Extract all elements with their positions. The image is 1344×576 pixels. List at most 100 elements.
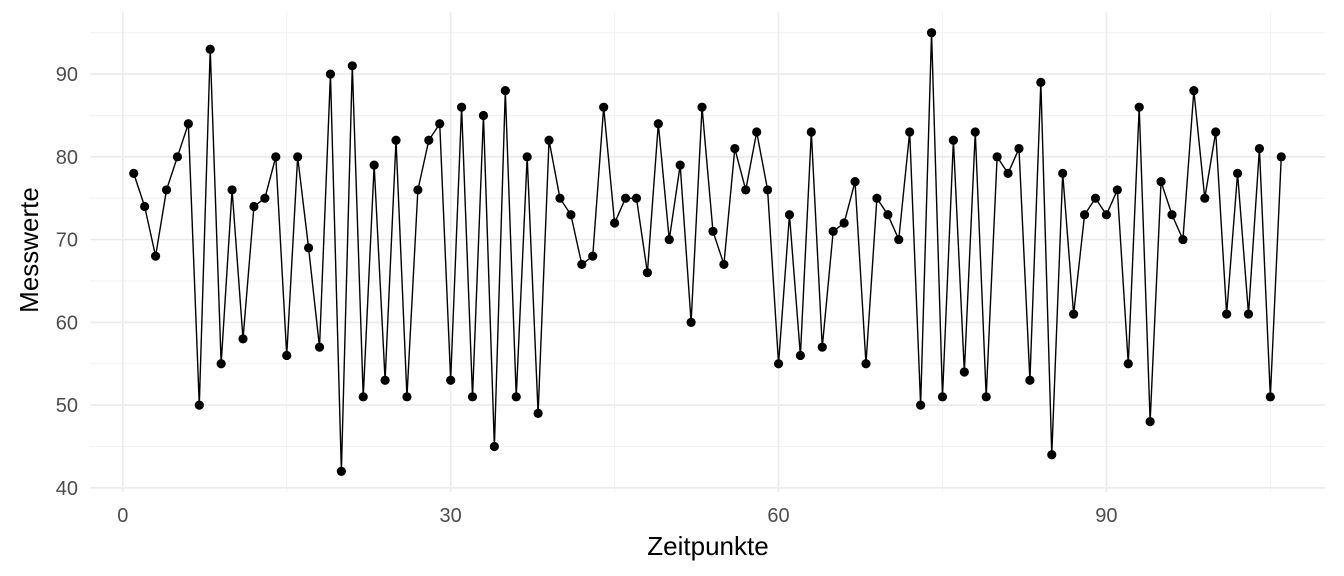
data-point (249, 201, 259, 212)
data-point (981, 392, 991, 402)
data-point (992, 152, 1002, 162)
data-point (642, 268, 652, 278)
data-point (577, 259, 587, 270)
data-point (620, 193, 631, 203)
data-point (850, 177, 860, 187)
data-point (631, 193, 642, 203)
y-tick-label: 50 (56, 395, 78, 417)
data-point (1189, 86, 1199, 96)
y-tick-label: 90 (56, 64, 78, 86)
data-point (937, 392, 948, 402)
data-point (1123, 359, 1133, 369)
y-axis-title: Messwerte (14, 187, 44, 313)
data-point (905, 127, 915, 137)
data-point (970, 127, 980, 137)
data-point (413, 185, 423, 195)
data-point (697, 102, 707, 112)
data-point (883, 210, 893, 220)
data-point (1222, 309, 1232, 319)
data-point (1003, 168, 1013, 178)
data-point (140, 201, 150, 212)
data-point (161, 185, 172, 195)
data-point (1047, 450, 1057, 460)
data-point (424, 135, 434, 145)
data-point (325, 69, 336, 79)
data-point (555, 193, 565, 203)
data-point (1200, 193, 1210, 203)
x-tick-label: 0 (117, 505, 128, 527)
data-point (172, 152, 183, 162)
data-point (784, 210, 795, 220)
data-point (1112, 185, 1122, 195)
data-point (238, 334, 248, 344)
x-axis-title: Zeitpunkte (647, 531, 768, 561)
data-point (1090, 193, 1101, 203)
data-point (926, 28, 937, 38)
data-point (1025, 375, 1035, 385)
data-point (1145, 417, 1155, 427)
data-point (1265, 392, 1275, 402)
grid (90, 12, 1325, 492)
data-point (183, 119, 193, 129)
data-point (150, 251, 161, 261)
data-point (1156, 177, 1166, 187)
data-point (752, 127, 762, 137)
y-tick-label: 70 (56, 230, 78, 252)
series-layer (129, 28, 1286, 476)
data-point (588, 251, 598, 261)
x-tick-label: 90 (1095, 505, 1117, 527)
data-point (282, 350, 292, 361)
data-point (653, 119, 663, 129)
tick-labels: 40 50 60 70 80 90 0 30 60 90 (56, 64, 1118, 527)
data-point (675, 160, 685, 170)
data-point (1254, 143, 1265, 154)
data-point (730, 143, 740, 154)
data-point (599, 102, 609, 112)
y-tick-label: 40 (56, 478, 78, 500)
data-point (478, 110, 489, 121)
data-point (686, 317, 696, 327)
data-point (194, 400, 204, 410)
data-point (1243, 309, 1254, 319)
data-point (358, 392, 368, 402)
data-point (664, 234, 674, 245)
data-point (489, 441, 499, 452)
data-point (391, 135, 401, 145)
data-point (1014, 143, 1024, 154)
data-point (861, 359, 871, 369)
data-point (806, 127, 816, 137)
data-point (402, 392, 412, 402)
data-point (511, 392, 521, 402)
series-line (133, 32, 1282, 472)
data-point (456, 102, 467, 112)
data-point (435, 119, 445, 129)
data-point (1079, 210, 1090, 220)
data-point (369, 160, 379, 170)
data-point (129, 168, 139, 178)
data-point (260, 193, 270, 203)
x-tick-label: 60 (767, 505, 789, 527)
data-point (533, 408, 543, 418)
data-point (566, 210, 576, 220)
data-point (1036, 77, 1046, 87)
data-point (894, 234, 904, 245)
data-point (839, 218, 849, 228)
data-point (708, 226, 718, 236)
data-point (773, 359, 784, 369)
data-point (522, 152, 532, 162)
data-point (719, 259, 729, 270)
data-point (763, 185, 773, 195)
data-point (205, 44, 215, 54)
data-point (948, 135, 959, 145)
data-point (610, 218, 620, 228)
data-point (795, 350, 805, 361)
data-point (1167, 210, 1177, 220)
data-point (446, 375, 456, 385)
data-point (1276, 152, 1286, 162)
data-point (741, 185, 751, 195)
data-point (1178, 234, 1188, 245)
data-point (303, 243, 314, 253)
data-point (293, 152, 303, 162)
